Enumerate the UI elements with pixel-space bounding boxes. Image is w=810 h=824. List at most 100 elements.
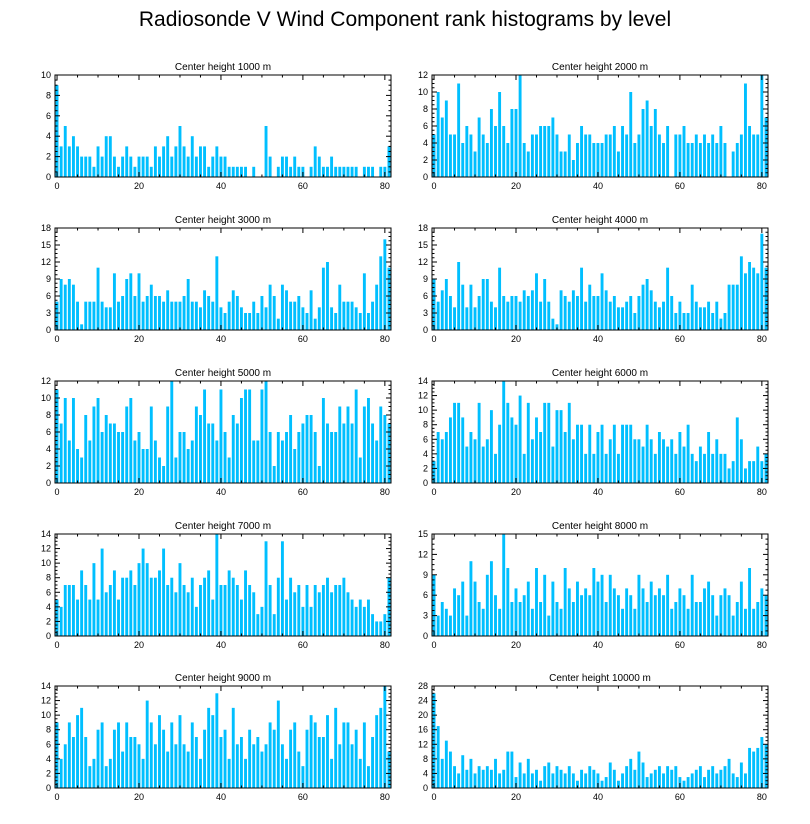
histogram-bar (739, 256, 743, 330)
histogram-bar (756, 134, 760, 177)
histogram-bar (379, 166, 383, 177)
x-tick-label: 20 (134, 334, 144, 344)
histogram-bar (63, 585, 67, 636)
histogram-bar (211, 423, 215, 483)
histogram-bar (559, 608, 563, 636)
histogram-bar (526, 151, 530, 177)
histogram-bar (719, 769, 723, 788)
histogram-bar (703, 307, 706, 330)
histogram-bar (297, 585, 301, 636)
y-tick-label: 6 (46, 739, 51, 749)
histogram-bar (616, 453, 620, 483)
histogram-bar (719, 126, 723, 177)
histogram-panel: Center height 7000 m 0 2 4 6 8 10 12 14 0 20 40 60 80 (41, 521, 392, 650)
x-tick-label: 80 (757, 334, 767, 344)
histogram-bar (604, 134, 608, 177)
histogram-bar (264, 541, 268, 636)
histogram-bar (666, 267, 670, 330)
histogram-bar (600, 780, 604, 788)
histogram-bar (571, 290, 575, 330)
histogram-bar (596, 432, 600, 483)
histogram-bar (371, 423, 375, 483)
histogram-bar (448, 417, 452, 483)
histogram-bar (707, 143, 711, 177)
histogram-bar (444, 279, 448, 330)
histogram-bar (367, 599, 370, 636)
histogram-bar (256, 614, 260, 636)
histogram-bar (309, 415, 313, 483)
y-tick-label: 12 (41, 696, 51, 706)
histogram-bar (645, 424, 649, 483)
x-tick-label: 80 (757, 487, 767, 497)
histogram-bar (744, 773, 747, 788)
histogram-bar (358, 599, 362, 636)
histogram-bar (580, 769, 584, 788)
histogram-bar (137, 156, 141, 177)
histogram-bar (448, 296, 452, 330)
panel-title: Center height 9000 m (175, 673, 271, 684)
histogram-bar (80, 707, 84, 788)
histogram-bar (334, 166, 338, 177)
histogram-bar (563, 296, 567, 330)
histogram-bar (141, 758, 145, 788)
histogram-bar (346, 406, 350, 483)
histogram-bar (576, 780, 579, 788)
histogram-bar (301, 307, 305, 330)
histogram-bar (297, 296, 301, 330)
histogram-bar (735, 284, 739, 330)
histogram-bar (321, 398, 325, 483)
histogram-bar (317, 592, 321, 636)
histogram-bar (301, 423, 305, 483)
histogram-bar (752, 608, 756, 636)
histogram-bar (133, 737, 137, 788)
y-tick-label: 8 (423, 104, 428, 114)
histogram-bar (313, 722, 317, 788)
histogram-bar (354, 389, 358, 483)
histogram-bar (510, 296, 514, 330)
histogram-bar (604, 290, 608, 330)
histogram-bar (457, 402, 461, 483)
histogram-bar (203, 389, 207, 483)
histogram-bar (518, 301, 522, 330)
y-tick-label: 0 (423, 783, 428, 793)
histogram-bar (666, 574, 670, 636)
x-tick-label: 80 (380, 640, 390, 650)
histogram-bar (629, 595, 633, 636)
histogram-bar (465, 126, 469, 177)
histogram-bar (526, 758, 530, 788)
histogram-bar (502, 769, 506, 788)
y-tick-label: 2 (46, 616, 51, 626)
histogram-bar (576, 296, 579, 330)
histogram-bar (633, 143, 637, 177)
histogram-bar (186, 279, 190, 330)
histogram-bar (727, 284, 731, 330)
x-tick-label: 0 (432, 792, 437, 802)
histogram-bar (481, 134, 485, 177)
histogram-bar (112, 156, 116, 177)
histogram-bar (108, 136, 112, 177)
histogram-bar (494, 307, 497, 330)
histogram-bar (694, 301, 698, 330)
histogram-bar (88, 766, 92, 788)
histogram-bar (481, 769, 485, 788)
histogram-bar (260, 296, 264, 330)
y-tick-label: 4 (423, 449, 428, 459)
histogram-bar (457, 595, 461, 636)
histogram-bar (494, 453, 497, 483)
histogram-bar (170, 156, 174, 177)
histogram-bar (121, 432, 125, 483)
histogram-bar (477, 296, 481, 330)
histogram-bar (371, 301, 375, 330)
histogram-bar (223, 729, 227, 788)
histogram-bar (633, 313, 637, 330)
histogram-bar (526, 581, 530, 636)
histogram-bar (723, 766, 727, 788)
histogram-bar (215, 146, 219, 177)
histogram-bar (182, 146, 186, 177)
histogram-bar (526, 402, 530, 483)
histogram-bar (317, 466, 321, 483)
histogram-bar (612, 588, 616, 636)
histogram-bar (510, 109, 514, 177)
histogram-bar (723, 143, 727, 177)
histogram-bar (612, 126, 616, 177)
